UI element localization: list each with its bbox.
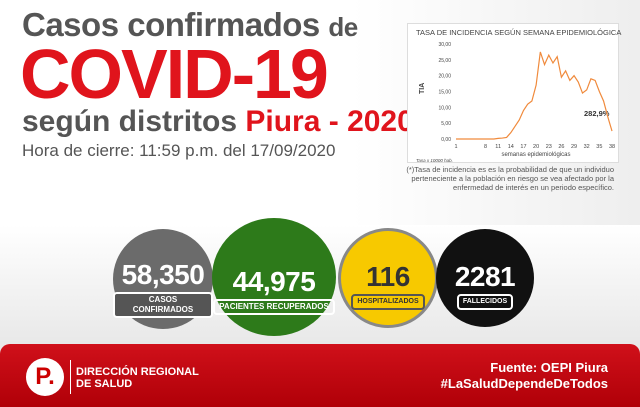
chart-footnote: Tasa x 10000 hab. <box>416 158 453 163</box>
y-tick-label: 15,00 <box>438 90 451 96</box>
org-name: DIRECCIÓN REGIONAL DE SALUD <box>76 366 199 390</box>
stat-value: 58,350 <box>121 259 205 290</box>
title-text: Casos confirmados <box>22 6 320 43</box>
y-tick-label: 10,00 <box>438 105 451 111</box>
org-line1: DIRECCIÓN REGIONAL <box>76 366 199 378</box>
x-tick-label: 29 <box>571 144 577 150</box>
y-tick-label: 25,00 <box>438 58 451 64</box>
stat-label: PACIENTES RECUPERADOS <box>213 299 335 315</box>
stat-recovered: 44,975 PACIENTES RECUPERADOS <box>212 218 336 336</box>
x-tick-label: 23 <box>546 144 552 150</box>
stat-label: HOSPITALIZADOS <box>351 294 425 310</box>
org-line2: DE SALUD <box>76 378 133 390</box>
chart-annotation: 282,9% <box>584 109 610 118</box>
divider <box>70 360 71 394</box>
x-tick-label: 1 <box>454 144 457 150</box>
title-line1: Casos confirmados de <box>22 6 358 43</box>
source-block: Fuente: OEPI Piura #LaSaludDependeDeTodos <box>441 360 608 392</box>
y-axis-label: TIA <box>419 83 426 94</box>
stat-label: FALLECIDOS <box>456 294 514 310</box>
x-tick-label: 38 <box>609 144 615 150</box>
chart-title: TASA DE INCIDENCIA SEGÚN SEMANA EPIDEMIO… <box>416 28 622 37</box>
y-tick-label: 20,00 <box>438 74 451 80</box>
title-line3: según distritos Piura - 2020 <box>22 106 414 138</box>
stat-value: 44,975 <box>232 266 316 297</box>
x-tick-label: 35 <box>596 144 602 150</box>
y-tick-label: 30,00 <box>438 42 451 48</box>
chart-plot: 0,00 5,00 10,00 15,00 20,00 25,00 30,00 1 8 11 14 1… <box>416 42 615 163</box>
x-tick-label: 11 <box>495 144 501 150</box>
stat-confirmed: 58,350 CASOS CONFIRMADOS <box>113 229 213 329</box>
x-axis-label: semanas epidemiológicas <box>501 152 570 158</box>
subtitle-text: según distritos <box>22 105 238 138</box>
stat-deceased: 2281 FALLECIDOS <box>436 229 534 327</box>
y-tick-label: 5,00 <box>441 121 451 127</box>
hashtag: #LaSaludDependeDeTodos <box>440 376 608 391</box>
source-text: Fuente: OEPI Piura <box>490 360 608 375</box>
incidence-line <box>456 51 613 140</box>
gobierno-regional-logo: P. <box>26 358 64 396</box>
footer: P. DIRECCIÓN REGIONAL DE SALUD Fuente: OE… <box>0 344 640 407</box>
x-tick-label: 17 <box>520 144 526 150</box>
x-tick-label: 8 <box>484 144 487 150</box>
chart-note: (*)Tasa de incidencia es es la probabili… <box>406 165 614 192</box>
x-tick-label: 14 <box>508 144 514 150</box>
subtitle-region: Piura - 2020 <box>245 105 414 138</box>
stat-value: 2281 <box>454 261 516 292</box>
logo-letter: P. <box>35 363 55 390</box>
stat-label: CASOS CONFIRMADOS <box>113 292 213 318</box>
closing-time: Hora de cierre: 11:59 p.m. del 17/09/202… <box>22 141 336 160</box>
incidence-chart: TASA DE INCIDENCIA SEGÚN SEMANA EPIDEMIO… <box>407 23 622 163</box>
stat-hospitalized: 116 HOSPITALIZADOS <box>338 228 438 328</box>
x-tick-label: 26 <box>558 144 564 150</box>
x-tick-label: 32 <box>584 144 590 150</box>
x-tick-label: 20 <box>533 144 539 150</box>
y-tick-label: 0,00 <box>441 137 451 143</box>
stat-value: 116 <box>366 261 410 292</box>
title-covid: COVID-19 <box>20 35 329 113</box>
title-suffix: de <box>328 12 358 42</box>
